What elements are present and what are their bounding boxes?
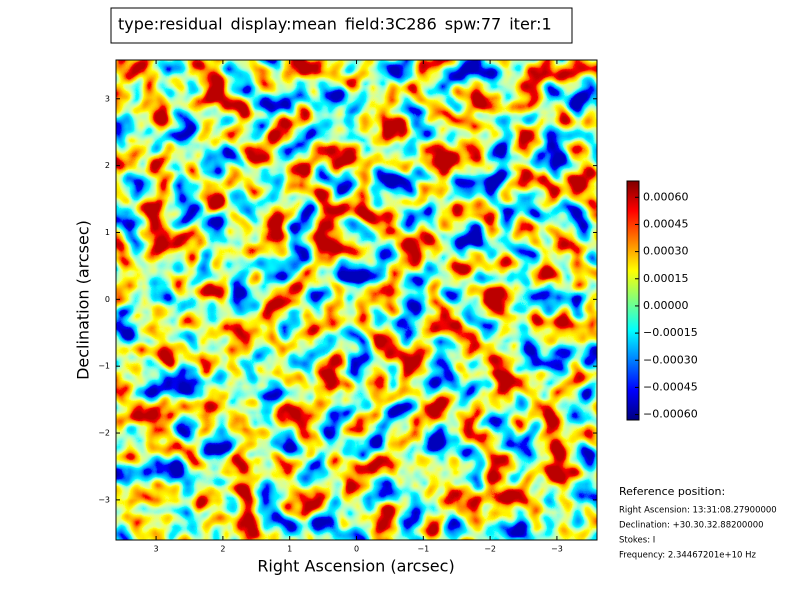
y-tick-label: 2 [105,161,110,170]
y-tick-label: 0 [105,295,110,304]
y-tick-label: −3 [98,495,110,504]
y-axis-label: Declination (arcsec) [74,220,93,380]
title-part: iter:1 [509,15,551,34]
title-part: type:residual [118,15,223,34]
x-tick-label: 3 [154,545,159,554]
colorbar [626,180,640,421]
title-part: spw:77 [445,15,501,34]
reference-line: Frequency: 2.34467201e+10 Hz [619,551,756,561]
reference-info: Reference position: Right Ascension: 13:3… [619,485,777,561]
colorbar-tick-label: 0.00045 [643,217,689,230]
reference-line: Right Ascension: 13:31:08.27900000 [619,506,777,516]
x-axis-label: Right Ascension (arcsec) [257,557,454,576]
colorbar-tick-label: −0.00030 [643,353,698,366]
title-part: display:mean [231,15,337,34]
x-tick-label: −3 [551,545,563,554]
y-tick-label: 3 [105,94,110,103]
colorbar-tick-label: 0.00000 [643,299,689,312]
title: type:residual display:mean field:3C286 spw:… [118,15,552,34]
colorbar-tick-label: 0.00060 [643,190,689,203]
colorbar-tick-label: −0.00060 [643,408,698,421]
x-tick-label: 1 [287,545,292,554]
image [116,60,597,540]
y-tick-label: −2 [98,429,110,438]
y-tick-label: −1 [98,362,110,371]
title-box [110,7,573,44]
reference-line: Stokes: I [619,536,655,546]
x-tick-label: 0 [354,545,359,554]
reference-line: Declination: +30.30.32.88200000 [619,521,764,531]
colorbar-tick-label: −0.00045 [643,380,698,393]
reference-heading: Reference position: [619,485,725,498]
x-tick-label: 2 [220,545,225,554]
colorbar-tick-label: 0.00030 [643,245,689,258]
colorbar-tick-label: 0.00015 [643,272,689,285]
title-part: field:3C286 [345,15,437,34]
colorbar-tick-label: −0.00015 [643,326,698,339]
x-tick-label: −1 [417,545,429,554]
y-tick-label: 1 [105,228,110,237]
x-tick-label: −2 [484,545,496,554]
